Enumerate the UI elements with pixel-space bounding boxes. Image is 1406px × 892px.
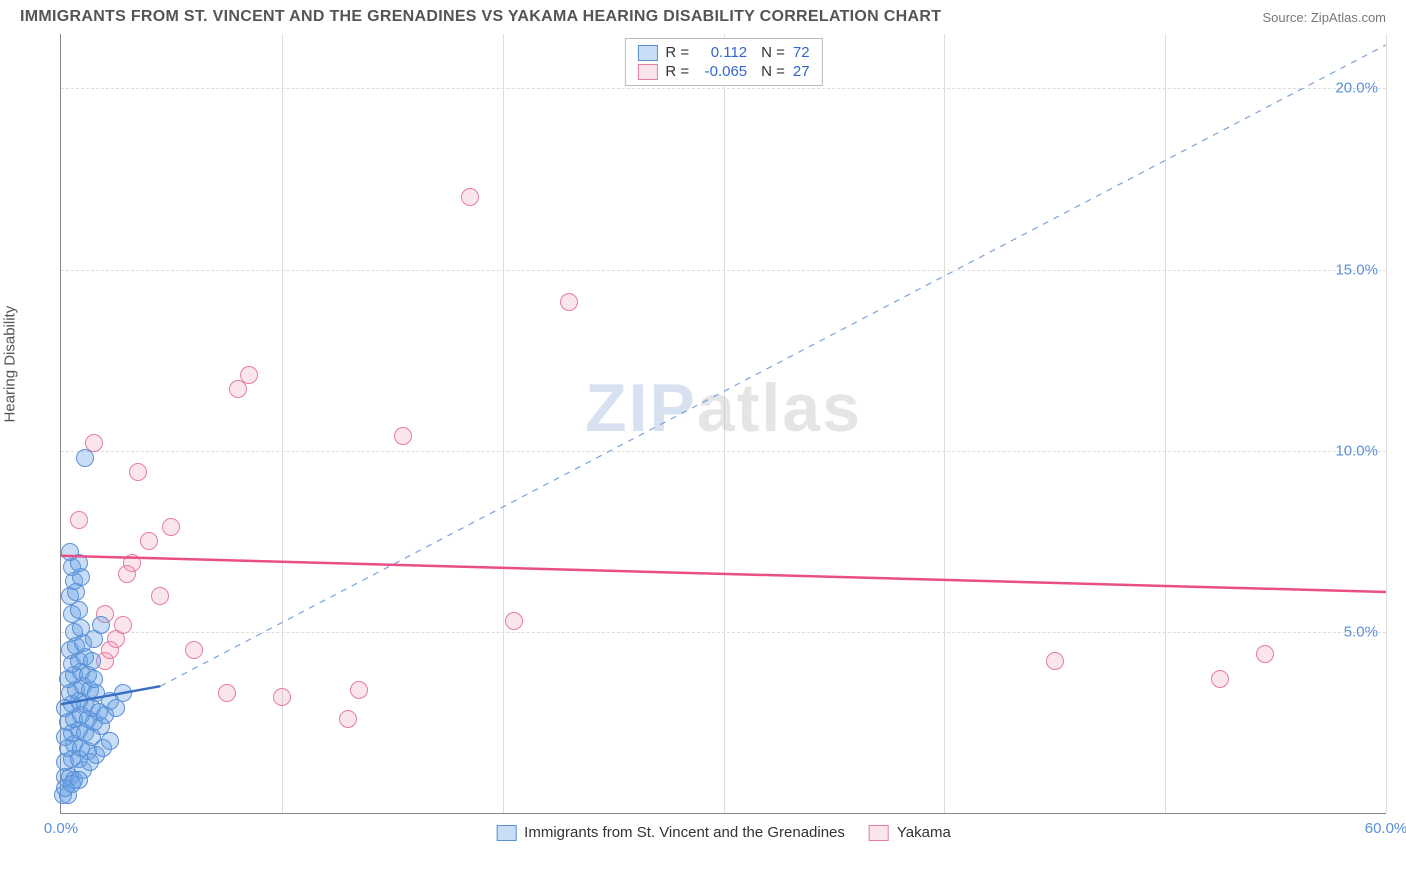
scatter-point-pink <box>140 532 158 550</box>
legend-bottom-label-2: Yakama <box>897 824 951 841</box>
chart-container: Hearing Disability ZIPatlas R = 0.112 N … <box>20 34 1386 864</box>
scatter-point-pink <box>185 641 203 659</box>
gridline-v <box>944 34 945 813</box>
scatter-point-blue <box>85 670 103 688</box>
gridline-v <box>503 34 504 813</box>
source-label: Source: ZipAtlas.com <box>1262 10 1386 25</box>
scatter-point-blue <box>83 652 101 670</box>
y-tick-label: 5.0% <box>1344 623 1378 640</box>
scatter-point-pink <box>162 518 180 536</box>
gridline-v <box>1165 34 1166 813</box>
y-tick-label: 20.0% <box>1335 80 1378 97</box>
scatter-point-pink <box>350 681 368 699</box>
legend-swatch-blue <box>637 45 657 61</box>
y-tick-label: 15.0% <box>1335 261 1378 278</box>
scatter-point-blue <box>76 449 94 467</box>
scatter-point-pink <box>1211 670 1229 688</box>
legend-bottom: Immigrants from St. Vincent and the Gren… <box>496 824 951 841</box>
watermark-part1: ZIP <box>585 370 697 446</box>
legend-row-series1: R = 0.112 N = 72 <box>637 43 809 62</box>
scatter-point-blue <box>61 543 79 561</box>
legend-bottom-swatch-blue <box>496 825 516 841</box>
x-tick-label: 60.0% <box>1365 820 1406 837</box>
scatter-point-pink <box>505 612 523 630</box>
scatter-point-pink <box>273 688 291 706</box>
r-label-1: R = <box>665 44 689 61</box>
scatter-point-pink <box>240 366 258 384</box>
scatter-point-pink <box>229 380 247 398</box>
n-value-1: 72 <box>793 44 810 61</box>
scatter-point-pink <box>1046 652 1064 670</box>
legend-correlation-box: R = 0.112 N = 72 R = -0.065 N = 27 <box>624 38 822 86</box>
scatter-point-pink <box>560 293 578 311</box>
legend-bottom-swatch-pink <box>869 825 889 841</box>
scatter-point-pink <box>70 511 88 529</box>
scatter-point-pink <box>114 616 132 634</box>
y-tick-label: 10.0% <box>1335 442 1378 459</box>
r-value-1: 0.112 <box>697 44 747 61</box>
plot-area: ZIPatlas R = 0.112 N = 72 R = -0.065 N =… <box>60 34 1386 814</box>
legend-bottom-label-1: Immigrants from St. Vincent and the Gren… <box>524 824 845 841</box>
chart-title: IMMIGRANTS FROM ST. VINCENT AND THE GREN… <box>20 8 941 26</box>
gridline-v <box>1386 34 1387 813</box>
scatter-point-pink <box>129 463 147 481</box>
scatter-point-pink <box>151 587 169 605</box>
r-value-2: -0.065 <box>697 63 747 80</box>
scatter-point-blue <box>114 684 132 702</box>
x-tick-label: 0.0% <box>44 820 78 837</box>
legend-bottom-item-1: Immigrants from St. Vincent and the Gren… <box>496 824 845 841</box>
legend-swatch-pink <box>637 64 657 80</box>
y-axis-label: Hearing Disability <box>2 306 19 423</box>
scatter-point-blue <box>92 616 110 634</box>
scatter-point-blue <box>101 732 119 750</box>
legend-bottom-item-2: Yakama <box>869 824 951 841</box>
n-value-2: 27 <box>793 63 810 80</box>
scatter-point-pink <box>1256 645 1274 663</box>
scatter-point-pink <box>339 710 357 728</box>
r-label-2: R = <box>665 63 689 80</box>
scatter-point-pink <box>123 554 141 572</box>
scatter-point-blue <box>70 771 88 789</box>
scatter-point-pink <box>394 427 412 445</box>
n-label-2: N = <box>761 63 785 80</box>
header: IMMIGRANTS FROM ST. VINCENT AND THE GREN… <box>0 0 1406 30</box>
gridline-v <box>724 34 725 813</box>
scatter-point-pink <box>461 188 479 206</box>
n-label-1: N = <box>761 44 785 61</box>
watermark-part2: atlas <box>697 370 862 446</box>
scatter-point-pink <box>218 684 236 702</box>
legend-row-series2: R = -0.065 N = 27 <box>637 62 809 81</box>
